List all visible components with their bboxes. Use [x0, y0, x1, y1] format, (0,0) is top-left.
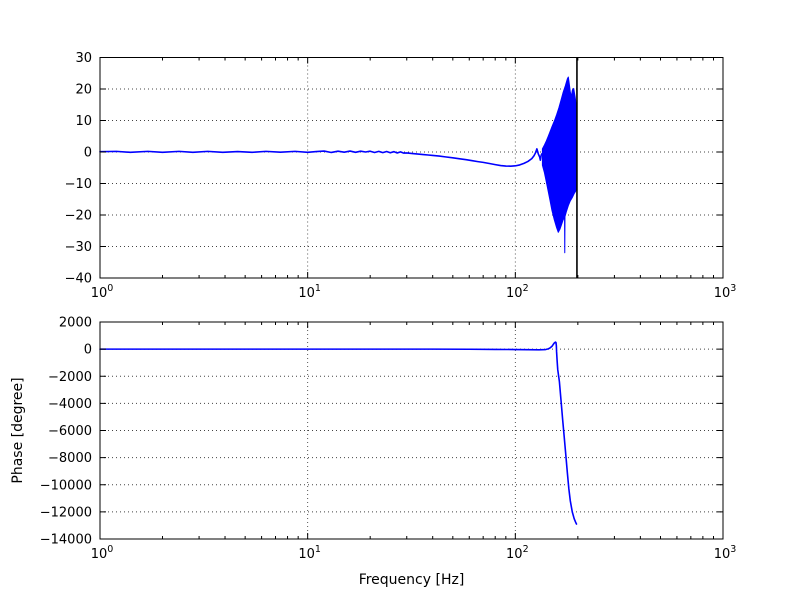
y-tick-label: −8000 [48, 451, 92, 466]
y-tick-label: −40 [65, 272, 92, 287]
x-tick-label: 103 [714, 283, 737, 301]
y-tick-label: −12000 [40, 505, 92, 520]
y-tick-label: −2000 [48, 370, 92, 385]
y-tick-label: −14000 [40, 533, 92, 548]
x-axis-label: Frequency [Hz] [359, 572, 465, 588]
y-axis-label: Phase [degree] [10, 377, 26, 483]
y-tick-label: −20 [65, 209, 92, 224]
x-tick-label: 102 [506, 283, 529, 301]
magnitude-db-curve [99, 148, 544, 167]
y-tick-label: −6000 [48, 424, 92, 439]
y-tick-label: 10 [75, 114, 92, 129]
x-tick-label: 101 [298, 283, 321, 301]
x-tick-label: 100 [91, 283, 114, 301]
y-tick-label: 2000 [59, 316, 92, 331]
y-tick-label: −4000 [48, 397, 92, 412]
magnitude-noise-envelope [541, 76, 578, 254]
y-tick-label: 0 [84, 343, 92, 358]
axes-frame [99, 321, 724, 540]
y-tick-label: 30 [75, 51, 92, 66]
x-tick-label: 102 [506, 544, 529, 562]
x-tick-label: 101 [298, 544, 321, 562]
y-tick-label: −30 [65, 240, 92, 255]
y-tick-label: 20 [75, 83, 92, 98]
y-tick-label: 0 [84, 146, 92, 161]
x-tick-label: 100 [91, 544, 114, 562]
axes-frame [99, 57, 724, 279]
y-tick-label: −10000 [40, 478, 92, 493]
y-tick-label: −10 [65, 177, 92, 192]
phase-plot: 2000 0 −2000 −4000 −6000 −8000 −10000 −12000 −14… [10, 316, 736, 589]
x-tick-label: 103 [714, 544, 737, 562]
phase-degree-curve [99, 341, 578, 525]
